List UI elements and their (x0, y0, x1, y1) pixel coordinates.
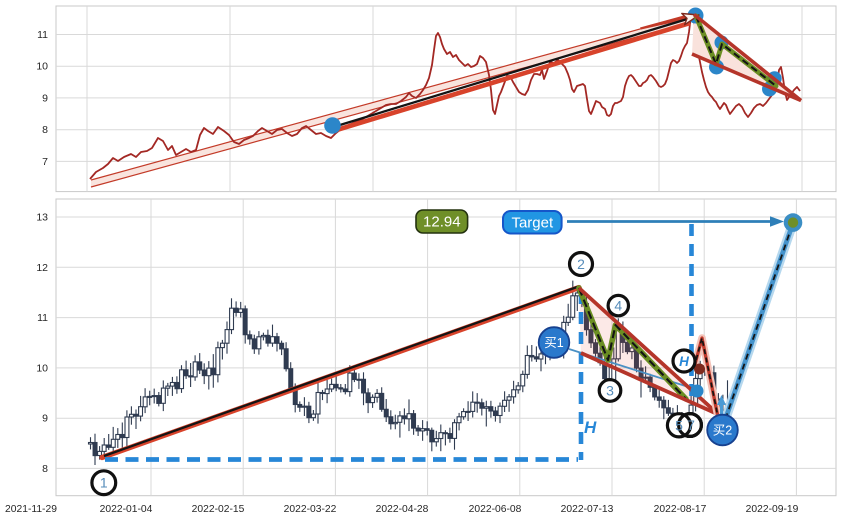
svg-text:11: 11 (37, 29, 48, 41)
svg-text:2022-04-28: 2022-04-28 (376, 504, 429, 515)
svg-text:5: 5 (675, 417, 683, 433)
svg-text:2022-09-19: 2022-09-19 (746, 504, 799, 515)
svg-text:2022-03-22: 2022-03-22 (284, 504, 337, 515)
svg-text:10: 10 (36, 362, 48, 374)
svg-text:12.94: 12.94 (423, 214, 461, 231)
svg-text:2022-06-08: 2022-06-08 (469, 504, 522, 515)
svg-text:2021-11-29: 2021-11-29 (5, 504, 57, 515)
svg-text:9: 9 (42, 413, 48, 425)
svg-text:2022-01-04: 2022-01-04 (100, 504, 153, 515)
svg-text:7: 7 (687, 417, 695, 433)
svg-text:3: 3 (606, 383, 614, 399)
svg-text:8: 8 (42, 463, 48, 475)
svg-text:2022-08-17: 2022-08-17 (654, 504, 707, 515)
svg-text:7: 7 (42, 156, 48, 168)
svg-text:2: 2 (577, 256, 585, 272)
svg-text:1: 1 (100, 475, 108, 491)
svg-text:买1: 买1 (544, 336, 564, 350)
svg-text:8: 8 (42, 124, 48, 136)
svg-text:2022-02-15: 2022-02-15 (192, 504, 245, 515)
svg-text:H: H (584, 418, 597, 437)
svg-text:9: 9 (42, 92, 48, 104)
svg-text:13: 13 (36, 212, 48, 224)
svg-text:11: 11 (37, 312, 48, 324)
svg-text:买2: 买2 (713, 424, 733, 438)
svg-text:H: H (679, 354, 689, 369)
svg-text:10: 10 (36, 61, 48, 73)
svg-text:4: 4 (614, 298, 622, 314)
svg-text:Target: Target (511, 215, 554, 232)
svg-text:12: 12 (36, 262, 48, 274)
svg-text:2022-07-13: 2022-07-13 (561, 504, 614, 515)
